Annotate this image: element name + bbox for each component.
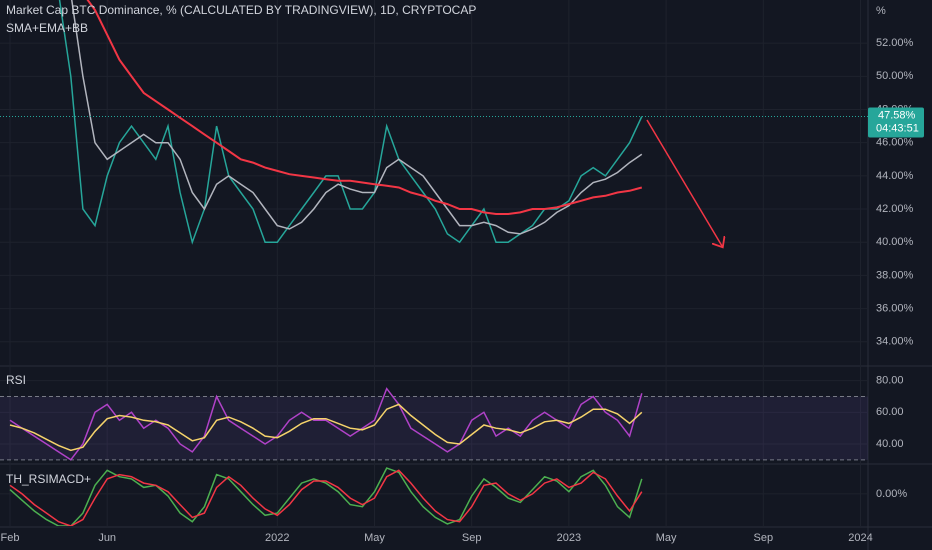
countdown-label: 04:43:51 bbox=[876, 122, 919, 134]
last-price-label: 47.58% bbox=[878, 109, 916, 121]
series-line bbox=[9, 469, 643, 526]
unit-label: % bbox=[876, 5, 886, 17]
x-tick-label: May bbox=[656, 532, 677, 544]
y-tick-label: 44.00% bbox=[876, 170, 914, 182]
rsi-title: RSI bbox=[6, 373, 26, 387]
y-tick-label: 0.00% bbox=[876, 488, 907, 500]
y-tick-label: 46.00% bbox=[876, 137, 914, 149]
x-tick-label: Jun bbox=[98, 532, 116, 544]
last-price-box bbox=[868, 107, 924, 138]
x-tick-label: 2024 bbox=[848, 532, 872, 544]
y-tick-label: 80.00 bbox=[876, 375, 904, 387]
y-tick-label: 40.00% bbox=[876, 236, 914, 248]
x-tick-label: Feb bbox=[1, 532, 20, 544]
annotation-arrow bbox=[646, 119, 722, 246]
y-tick-label: 38.00% bbox=[876, 269, 914, 281]
x-tick-label: 2022 bbox=[265, 532, 289, 544]
indicator-label: SMA+EMA+BB bbox=[6, 21, 88, 35]
y-tick-label: 60.00 bbox=[876, 406, 904, 418]
x-tick-label: 2023 bbox=[557, 532, 581, 544]
series-line bbox=[86, 0, 643, 215]
y-tick-label: 36.00% bbox=[876, 302, 914, 314]
x-tick-label: Sep bbox=[754, 532, 774, 544]
y-tick-label: 34.00% bbox=[876, 336, 914, 348]
y-tick-label: 52.00% bbox=[876, 37, 914, 49]
series-line bbox=[9, 467, 643, 526]
marks bbox=[0, 0, 868, 526]
macd-title: TH_RSIMACD+ bbox=[6, 472, 91, 486]
chart-title: Market Cap BTC Dominance, % (CALCULATED … bbox=[6, 3, 476, 17]
series-line bbox=[71, 0, 643, 235]
x-tick-label: May bbox=[364, 532, 385, 544]
rsi-band-fill bbox=[0, 396, 868, 460]
y-tick-label: 40.00 bbox=[876, 438, 904, 450]
y-tick-label: 42.00% bbox=[876, 203, 914, 215]
series-line bbox=[9, 403, 643, 452]
series-line bbox=[9, 387, 643, 461]
y-tick-label: 50.00% bbox=[876, 70, 914, 82]
x-tick-label: Sep bbox=[462, 532, 482, 544]
